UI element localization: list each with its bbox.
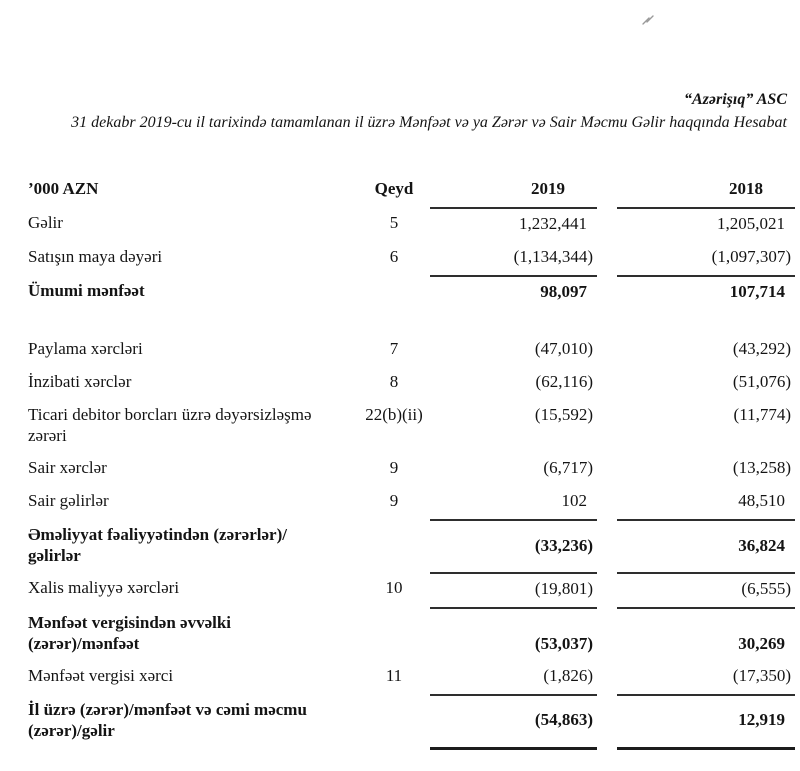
row-value-2019: (54,863) [430,695,597,750]
col-header-currency: ’000 AZN [28,179,99,198]
row-label: Əməliyyat fəaliyyətindən (zərərlər)/ gəl… [28,525,287,565]
column-gap [597,453,617,486]
table-row: Sair xərclər 9 (6,717) (13,258) [28,453,795,486]
row-note: 8 [389,372,399,391]
row-label: Sair gəlirlər [28,491,109,510]
row-value-2019: (19,801) [430,573,597,609]
row-label: Gəlir [28,213,63,232]
column-gap [597,400,617,453]
row-value-2019: (62,116) [535,372,593,391]
row-value-2018: 30,269 [738,634,785,653]
row-note: 6 [389,247,399,266]
column-gap [597,367,617,400]
table-row: Satışın maya dəyəri 6 (1,134,344) (1,097… [28,242,795,277]
row-value-2019: (33,236) [430,520,597,574]
table-header-row: ’000 AZN Qeyd 2019 2018 [28,174,795,209]
income-statement-table: ’000 AZN Qeyd 2019 2018 Gəlir 5 1,232,44… [28,174,795,750]
row-label: Mənfəət vergisindən əvvəlki (zərər)/mənf… [28,613,232,653]
row-value-2018: 12,919 [617,695,795,750]
row-value-2018: (13,258) [732,458,791,477]
table-row: Mənfəət vergisindən əvvəlki (zərər)/mənf… [28,608,795,661]
row-value-2018: (1,097,307) [617,242,795,277]
col-header-2019: 2019 [430,174,597,209]
row-value-2018: (43,292) [732,339,791,358]
column-gap [597,661,617,695]
company-name: “Azərişıq” ASC [684,91,787,108]
row-label: Sair xərclər [28,458,107,477]
row-value-2018: (6,555) [617,573,795,609]
row-value-2019: (53,037) [534,634,593,653]
column-gap [597,520,617,573]
column-gap [597,486,617,520]
table-row: İl üzrə (zərər)/mənfəət və cəmi məcmu (z… [28,695,795,750]
row-note: 7 [389,339,399,358]
row-value-2018: 1,205,021 [717,214,785,233]
row-label: İnzibati xərclər [28,372,132,391]
table-row: Paylama xərcləri 7 (47,010) (43,292) [28,334,795,367]
table-row: Mənfəət vergisi xərci 11 (1,826) (17,350… [28,661,795,696]
column-gap [597,608,617,661]
row-label: Mənfəət vergisi xərci [28,666,174,685]
row-value-2019: 98,097 [540,282,587,301]
row-value-2019: 1,232,441 [519,214,587,233]
column-gap [597,334,617,367]
row-label: İl üzrə (zərər)/mənfəət və cəmi məcmu (z… [28,700,307,740]
row-value-2018: (51,076) [732,372,791,391]
column-gap [597,573,617,608]
row-note [358,520,430,573]
row-value-2018: 48,510 [617,486,795,521]
row-value-2019: (1,826) [430,661,597,696]
row-label: Satışın maya dəyəri [28,247,163,266]
spacer-row [28,310,795,334]
pen-mark-artifact [642,15,654,25]
row-note: 9 [389,491,399,510]
table-row: Ümumi mənfəət 98,097 107,714 [28,276,795,310]
row-value-2019: (6,717) [543,458,593,477]
column-gap [597,695,617,748]
row-note: 10 [385,578,403,597]
col-header-note: Qeyd [374,179,414,198]
column-gap [597,276,617,310]
report-title: 31 dekabr 2019-cu il tarixində tamamlana… [71,114,787,131]
row-value-2018: (17,350) [617,661,795,696]
col-header-2018: 2018 [617,174,795,209]
table-row: İnzibati xərclər 8 (62,116) (51,076) [28,367,795,400]
row-label: Xalis maliyyə xərcləri [28,578,180,597]
column-gap [597,242,617,276]
table-row: Əməliyyat fəaliyyətindən (zərərlər)/ gəl… [28,520,795,574]
row-value-2018: 36,824 [617,520,795,574]
row-value-2019: (1,134,344) [430,242,597,277]
row-label: Ümumi mənfəət [28,281,145,300]
row-note: 11 [385,666,403,685]
row-label: Ticari debitor borcları üzrə dəyərsizləş… [28,405,312,445]
row-note: 5 [389,213,399,232]
table-row: Ticari debitor borcları üzrə dəyərsizləş… [28,400,795,453]
column-gap [597,208,617,242]
row-note [358,276,430,310]
table-row: Gəlir 5 1,232,441 1,205,021 [28,208,795,242]
row-value-2019: 102 [430,486,597,521]
row-value-2019: (15,592) [534,405,593,424]
row-value-2019: (47,010) [534,339,593,358]
table-row: Xalis maliyyə xərcləri 10 (19,801) (6,55… [28,573,795,609]
row-label: Paylama xərcləri [28,339,143,358]
table-body: Gəlir 5 1,232,441 1,205,021 Satışın maya… [28,208,795,750]
row-value-2018: (11,774) [733,405,791,424]
document-header: “Azərişıq” ASC 31 dekabr 2019-cu il tari… [28,88,795,134]
row-note [358,695,430,748]
row-note [358,608,430,661]
table-row: Sair gəlirlər 9 102 48,510 [28,486,795,521]
row-note: 22(b)(ii) [365,405,423,424]
row-note: 9 [389,458,399,477]
column-gap [597,174,617,208]
row-value-2018: 107,714 [729,282,785,301]
